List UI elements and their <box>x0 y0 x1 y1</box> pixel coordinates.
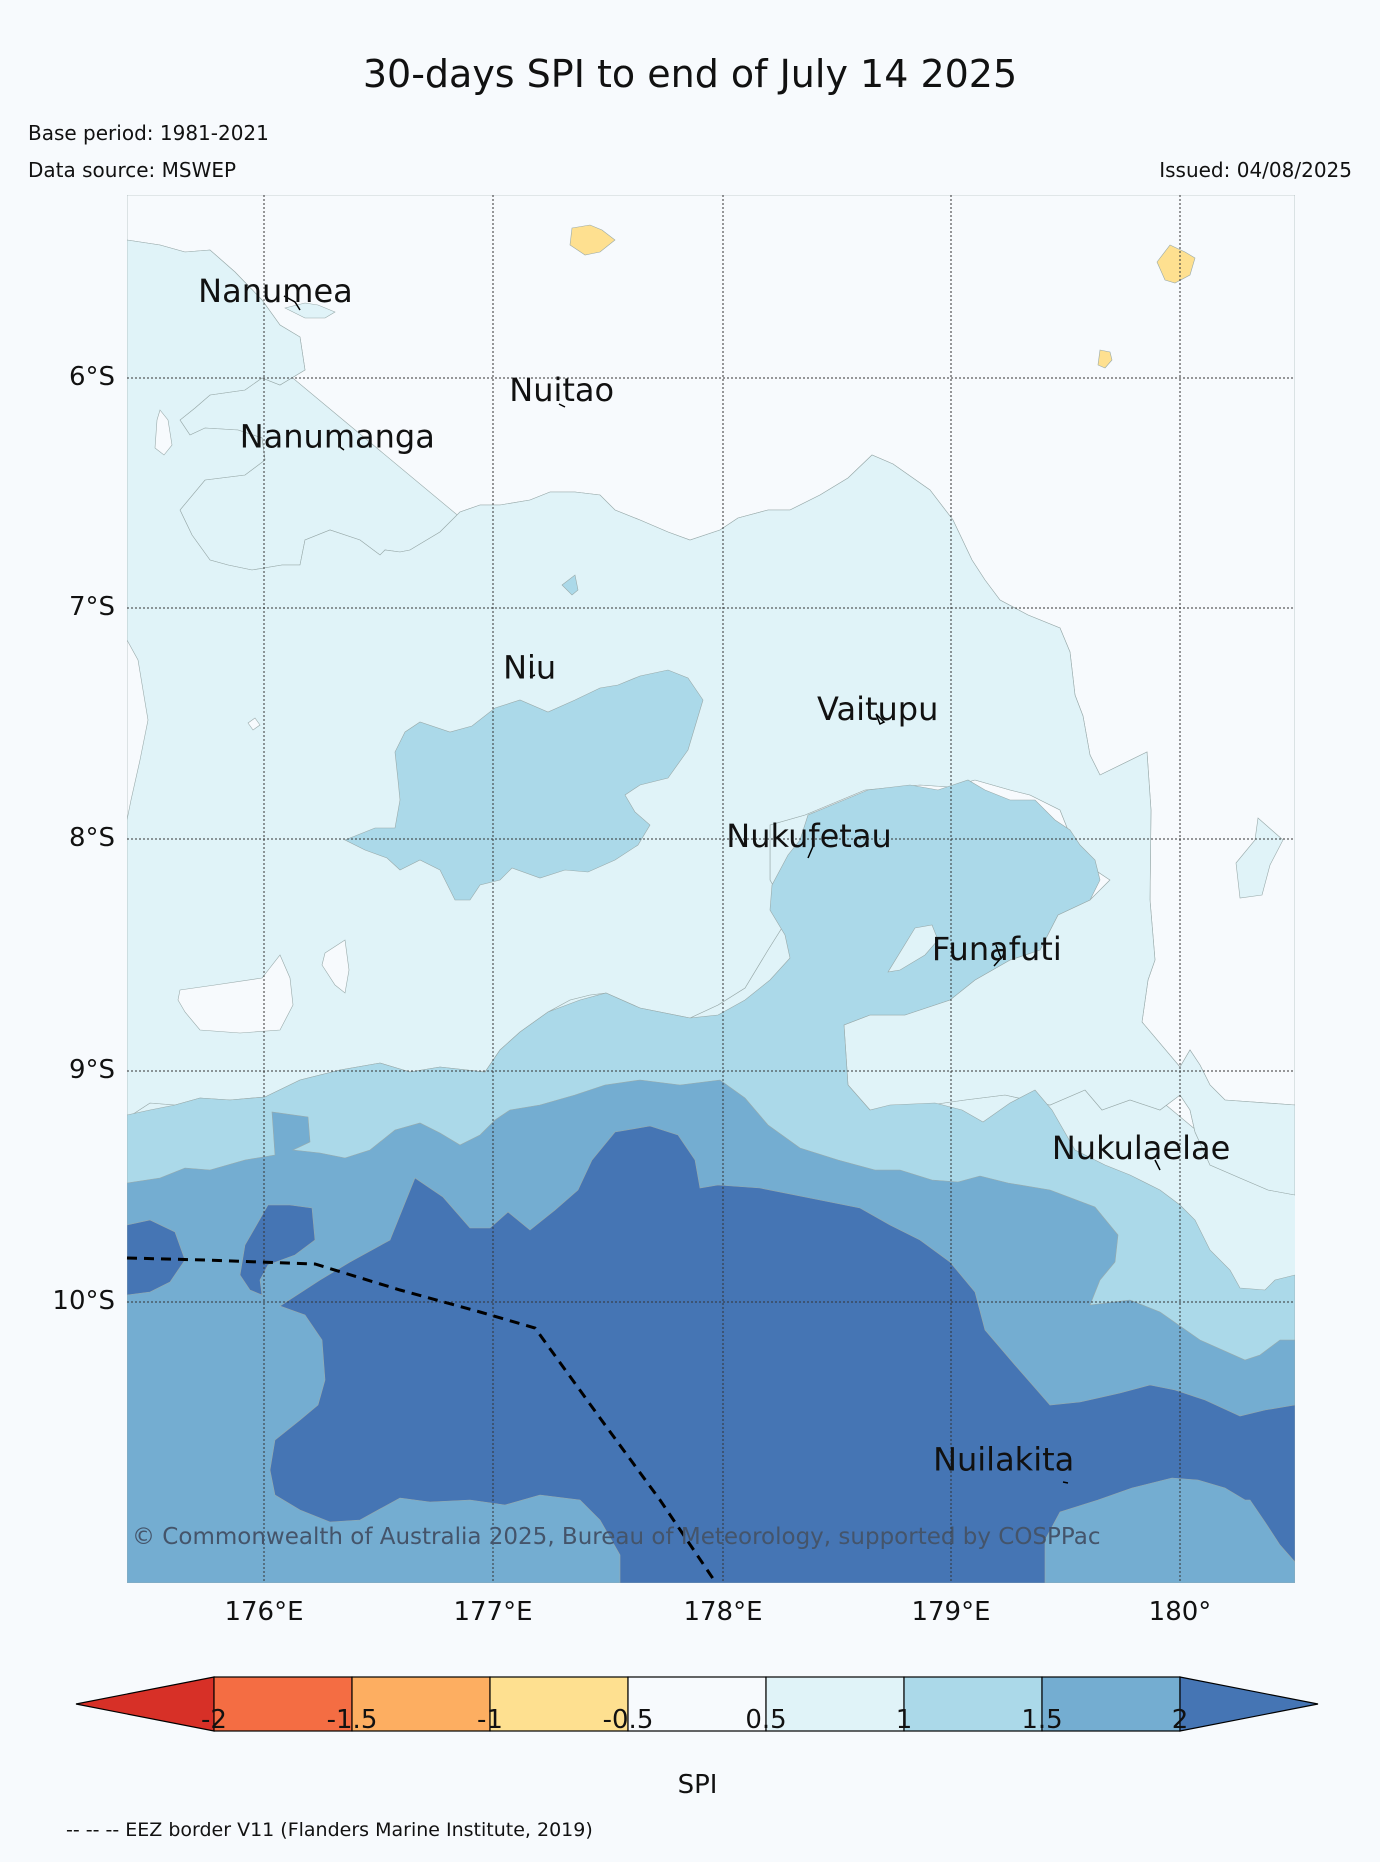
colorbar-arrow-right <box>1179 1676 1319 1732</box>
spi-contours <box>127 195 1295 1583</box>
eez-border <box>126 1256 718 1584</box>
island-nukulaelae-shape <box>1154 1159 1161 1171</box>
colorbar-tick: 1 <box>895 1705 913 1735</box>
place-labels: Nanumea Nuitao Nanumanga Niu Vaitupu Nukufeta… <box>198 272 1230 1479</box>
lon-label-179e: 179°E <box>911 1597 991 1627</box>
map-title: 30-days SPI to end of July 14 2025 <box>362 52 1018 96</box>
patch-wet-small <box>561 574 579 596</box>
colorbar-segment <box>903 1676 1043 1732</box>
island-outlines <box>283 295 1161 1484</box>
island-nuilakita-shape <box>1062 1481 1069 1484</box>
island-vaitupu-shape <box>875 713 886 726</box>
patch-near-normal-4 <box>247 717 261 731</box>
lat-label-9s: 9°S <box>68 1055 115 1085</box>
place-label-nanumanga: Nanumanga <box>240 417 435 455</box>
colorbar-label: SPI <box>677 1770 718 1800</box>
colorbar-segment <box>765 1676 905 1732</box>
place-label-niu: Niu <box>503 648 556 686</box>
place-label-nukufetau: Nukufetau <box>726 817 891 855</box>
lat-label-8s: 8°S <box>68 823 115 853</box>
patch-near-normal-1 <box>154 409 173 456</box>
island-nanumea-shape <box>283 295 301 311</box>
colorbar-segment <box>213 1676 353 1732</box>
patch-funafuti-inner <box>887 924 939 973</box>
lat-label-7s: 7°S <box>68 592 115 622</box>
colorbar-tick: -2 <box>201 1705 227 1735</box>
eez-note: -- -- -- EEZ border V11 (Flanders Marine… <box>66 1819 593 1841</box>
island-niu-shape <box>529 674 536 678</box>
graticule <box>127 195 1295 1583</box>
island-funafuti-shape <box>993 944 1002 967</box>
place-label-nuitao: Nuitao <box>509 371 614 409</box>
island-nanumanga-shape <box>339 446 345 451</box>
colorbar-tick: 0.5 <box>745 1705 787 1735</box>
patch-1-1.5-east <box>1235 817 1284 899</box>
place-label-nanumea: Nanumea <box>198 272 353 310</box>
colorbar-segment <box>1041 1676 1181 1732</box>
patch-near-normal-3 <box>321 939 350 994</box>
place-label-funafuti: Funafuti <box>932 930 1062 968</box>
copyright-notice: © Commonwealth of Australia 2025, Bureau… <box>132 1524 1101 1550</box>
colorbar-segment <box>489 1676 629 1732</box>
colorbar-tick: -0.5 <box>602 1705 654 1735</box>
place-label-nuilakita: Nuilakita <box>933 1441 1074 1479</box>
patch-dry-1 <box>569 224 616 256</box>
patch-dry-2 <box>1156 244 1196 284</box>
lon-label-176e: 176°E <box>224 1597 304 1627</box>
patch-near-normal-2 <box>177 954 294 1034</box>
data-source: Data source: MSWEP <box>28 158 237 182</box>
patch-dry-3 <box>1097 349 1113 369</box>
lat-label-10s: 10°S <box>52 1286 115 1316</box>
base-period: Base period: 1981-2021 <box>28 121 269 145</box>
island-nukufetau-shape <box>807 843 815 859</box>
issued-date: Issued: 04/08/2025 <box>1159 158 1352 182</box>
colorbar-segment <box>627 1676 767 1732</box>
lon-label-178e: 178°E <box>683 1597 763 1627</box>
island-nuitao-shape <box>558 403 566 408</box>
lat-label-6s: 6°S <box>68 362 115 392</box>
place-label-nukulaelae: Nukulaelae <box>1052 1129 1230 1167</box>
place-label-vaitupu: Vaitupu <box>817 690 938 728</box>
colorbar-tick: 2 <box>1171 1705 1189 1735</box>
colorbar-tick: -1.5 <box>326 1705 378 1735</box>
colorbar-tick: 1.5 <box>1021 1705 1063 1735</box>
band-above-2 <box>127 1125 1295 1583</box>
lon-label-177e: 177°E <box>453 1597 533 1627</box>
band-1-1.5-niu <box>344 669 704 901</box>
lon-label-180: 180° <box>1148 1597 1212 1627</box>
colorbar-tick: -1 <box>477 1705 503 1735</box>
colorbar <box>75 1676 1319 1732</box>
colorbar-segment <box>351 1676 491 1732</box>
